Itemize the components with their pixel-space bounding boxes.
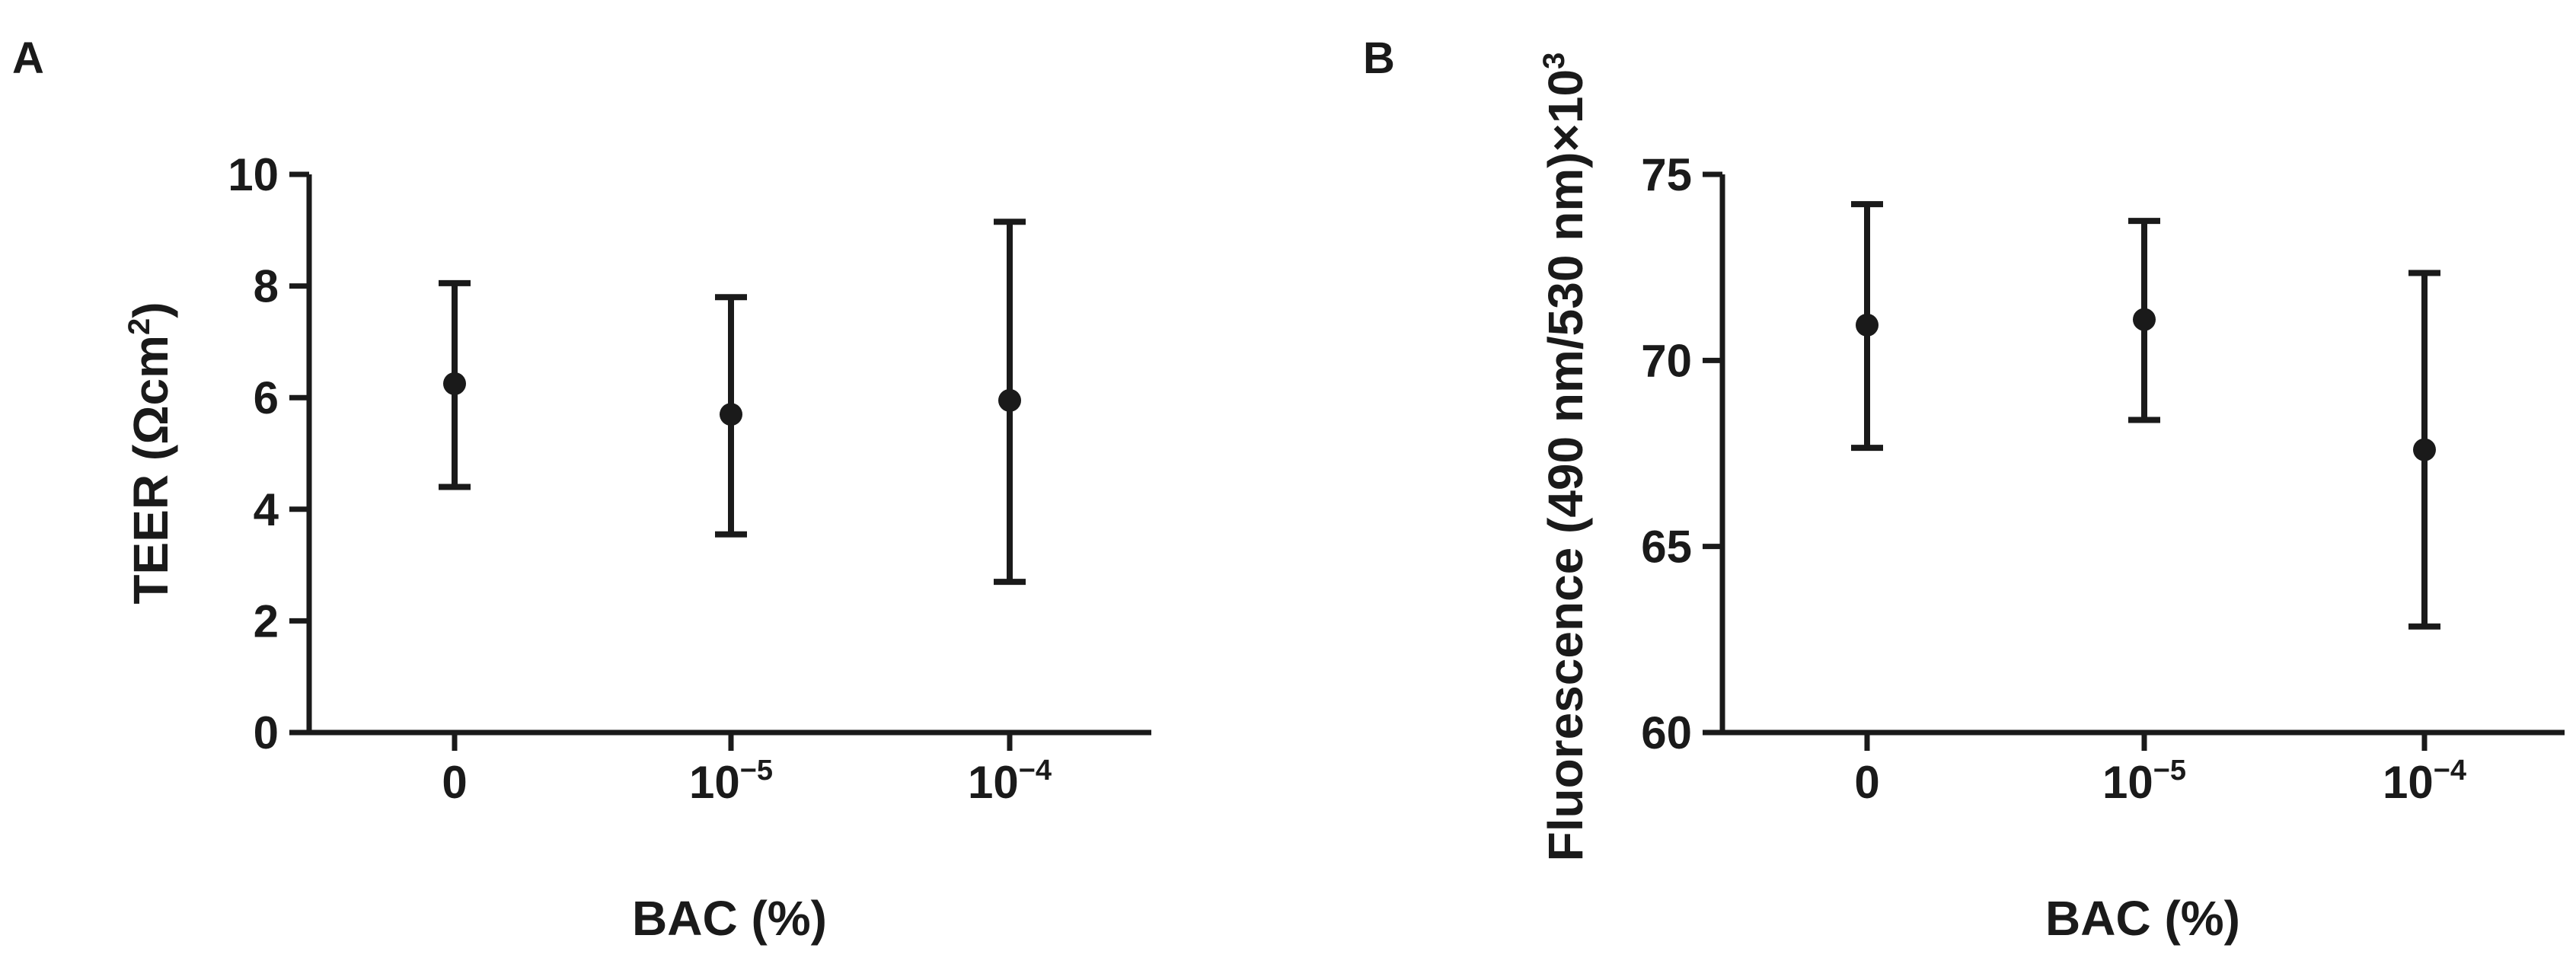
x-tick-label-base: 10 — [2102, 757, 2153, 808]
data-marks — [1851, 201, 2440, 630]
data-point — [720, 403, 742, 426]
x-tick-label-exponent: −5 — [2153, 755, 2186, 787]
x-ticks: 0 10−5 10−4 — [1854, 733, 2466, 808]
x-tick-label-base: 10 — [968, 757, 1019, 808]
data-point — [1856, 313, 1879, 337]
x-ticks: 0 10−5 10−4 — [442, 733, 1052, 808]
data-point — [443, 372, 466, 395]
y-tick-label: 0 — [254, 707, 279, 758]
y-tick-label: 4 — [254, 484, 279, 535]
x-tick-label: 10−4 — [2383, 755, 2466, 808]
x-tick-label-exponent: −4 — [2434, 755, 2466, 787]
y-tick-label: 75 — [1641, 149, 1692, 200]
x-tick-label: 10−5 — [689, 755, 773, 808]
x-tick-label-base: 0 — [442, 757, 467, 808]
x-axis-label: BAC (%) — [2045, 891, 2240, 946]
data-point — [2413, 438, 2436, 461]
x-tick-label-exponent: −4 — [1019, 755, 1052, 787]
y-tick-label: 60 — [1641, 707, 1692, 758]
x-axis-label: BAC (%) — [632, 891, 827, 946]
y-tick-label: 2 — [254, 595, 279, 646]
x-tick-label-base: 0 — [1854, 757, 1879, 808]
y-tick-label: 6 — [254, 372, 279, 423]
y-tick-label: 8 — [254, 261, 279, 312]
data-point — [2133, 308, 2156, 331]
data-marks — [439, 219, 1026, 586]
y-tick-label: 70 — [1641, 335, 1692, 386]
x-tick-label-base: 10 — [2383, 757, 2434, 808]
data-point — [998, 388, 1021, 412]
y-ticks: 0 2 4 6 8 10 — [228, 149, 309, 758]
x-tick-label: 10−5 — [2102, 755, 2186, 808]
panel-label: B — [1363, 34, 1395, 83]
x-tick-label-exponent: −5 — [740, 755, 773, 787]
y-axis-label: TEER (Ωcm2) — [123, 302, 178, 604]
y-ticks: 60 65 70 75 — [1641, 149, 1722, 758]
y-tick-label: 65 — [1641, 522, 1692, 573]
y-axis-label: Fluorescence (490 nm/530 nm)×103 — [1537, 53, 1593, 862]
x-tick-label: 0 — [442, 757, 467, 808]
panel-label: A — [12, 34, 44, 83]
x-tick-label: 0 — [1854, 757, 1879, 808]
y-tick-label: 10 — [228, 149, 279, 200]
x-tick-label: 10−4 — [968, 755, 1052, 808]
x-tick-label-base: 10 — [689, 757, 740, 808]
